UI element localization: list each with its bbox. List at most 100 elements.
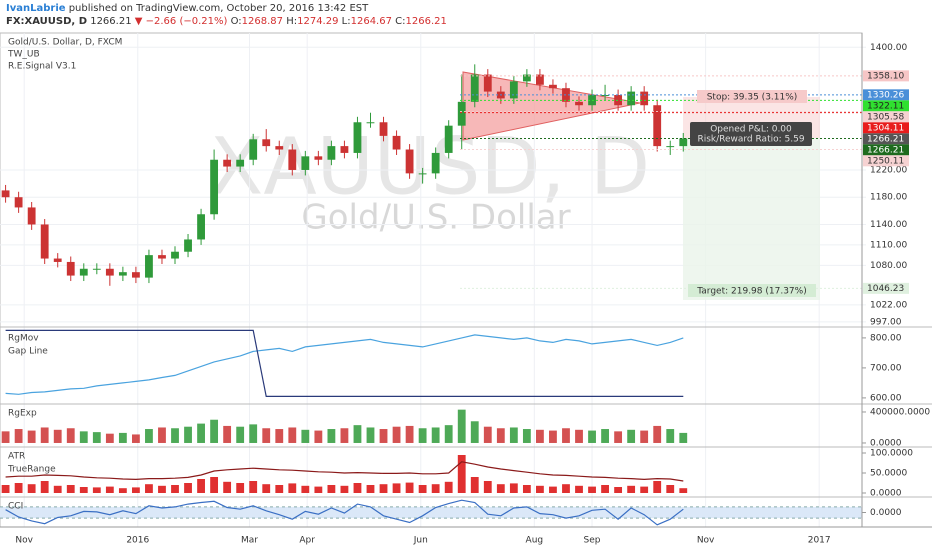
range-bar [470, 477, 479, 493]
x-tick-label: 2016 [126, 536, 149, 546]
volume-bar [301, 429, 310, 443]
range-bar [184, 483, 192, 493]
candle-body [92, 268, 101, 270]
candle-body [40, 224, 49, 259]
ohlc-value: 1266.21 [405, 16, 447, 27]
candle-body [431, 152, 440, 174]
range-bar [418, 485, 427, 493]
range-bar [679, 488, 688, 493]
y-tick-label: 1180.00 [870, 193, 907, 203]
volume-bar [79, 431, 88, 443]
volume-bar [509, 427, 518, 443]
candle-body [236, 159, 245, 167]
price-tag [863, 144, 909, 156]
series-line [5, 499, 684, 526]
range-bar [536, 485, 544, 493]
volume-bar [27, 430, 36, 443]
candle-body [223, 159, 232, 167]
y-tick-label: 1080.00 [870, 261, 907, 271]
volume-bar [588, 430, 596, 443]
volume-bar [131, 434, 140, 443]
price-tag [863, 111, 909, 123]
candle-body [184, 239, 192, 252]
price-tag-label: 1305.58 [867, 112, 904, 122]
x-tick-label: Jun [413, 536, 428, 546]
y-tick-label: 1220.00 [870, 165, 907, 175]
volume-bar [496, 428, 505, 443]
range-bar [27, 484, 36, 493]
y-tick-label: 1022.00 [870, 300, 907, 310]
volume-bar [66, 428, 75, 443]
y-tick-label: 50.0000 [870, 469, 907, 479]
range-bar [562, 484, 570, 493]
candle-body [640, 91, 649, 106]
volume-bar [249, 424, 258, 443]
candle-body [79, 268, 88, 276]
volume-bar [40, 427, 49, 443]
volume-bar [223, 425, 232, 443]
pnl-box [690, 122, 812, 146]
price-tag [863, 70, 909, 82]
candle-body [575, 101, 583, 106]
panel-legend: TrueRange [7, 465, 56, 475]
volume-bar [392, 426, 401, 443]
price-tag-label: 1304.11 [867, 123, 904, 133]
range-bar [457, 455, 466, 493]
publish-info: published on TradingView.com, October 20… [65, 3, 369, 14]
series-line [5, 461, 684, 482]
range-bar [601, 485, 609, 493]
x-tick-label: Aug [526, 536, 544, 546]
price-tag-label: 1330.26 [867, 90, 904, 100]
pnl-label: Opened P&L: 0.00 [710, 125, 792, 135]
volume-bar [210, 419, 219, 443]
range-bar [509, 483, 518, 493]
price-tag [863, 133, 909, 145]
candle-body [457, 101, 466, 126]
candle-body [145, 255, 153, 278]
candle-body [131, 272, 140, 278]
header: IvanLabrie published on TradingView.com,… [0, 0, 932, 30]
volume-bar [379, 429, 388, 443]
range-bar [92, 487, 101, 493]
candle-body [340, 146, 349, 153]
symbol: FX:XAUUSD, D [6, 16, 88, 27]
volume-bar [431, 427, 440, 443]
volume-bar [14, 429, 23, 443]
volume-bar [118, 432, 127, 443]
range-bar [522, 485, 531, 493]
y-tick-label: 0.0000 [870, 489, 902, 499]
panel-title: RgMov [8, 334, 39, 344]
watermark-name: Gold/U.S. Dollar [301, 198, 570, 238]
candle-body [601, 95, 609, 97]
volume-bar [470, 421, 479, 443]
candle-body [614, 95, 623, 106]
candle-body [470, 74, 479, 102]
price-tag-label: 1358.10 [867, 71, 904, 81]
volume-bar [627, 429, 636, 443]
range-bar [431, 484, 440, 493]
range-bar [210, 477, 219, 493]
candle-body [353, 122, 362, 153]
candle-body [210, 159, 219, 215]
range-bar [158, 485, 166, 493]
candle-body [536, 74, 544, 85]
change: ▼ −2.66 (−0.21%) [134, 16, 228, 27]
volume-bar [666, 429, 675, 443]
candle-body [444, 125, 453, 153]
range-bar [14, 483, 23, 493]
volume-bar [640, 430, 649, 443]
author[interactable]: IvanLabrie [6, 3, 66, 14]
range-bar [236, 483, 245, 493]
candle-body [288, 149, 297, 170]
candle-body [653, 105, 662, 147]
range-bar [366, 485, 375, 493]
range-bar [653, 481, 662, 493]
range-bar [627, 485, 636, 493]
series-line [5, 334, 684, 395]
series-line [5, 329, 684, 397]
panel-title: RgExp [8, 409, 37, 419]
range-bar [171, 485, 179, 493]
range-bar [588, 486, 596, 493]
y-tick-label: 600.00 [870, 393, 902, 403]
